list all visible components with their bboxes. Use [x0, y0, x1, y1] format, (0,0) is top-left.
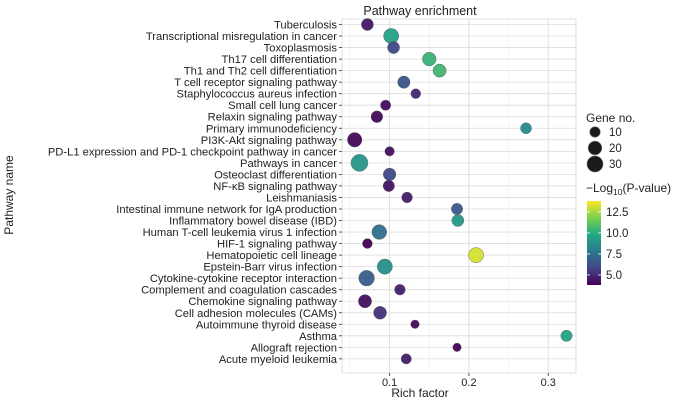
data-point: [380, 99, 391, 111]
size-legend-key: [587, 140, 603, 156]
data-point: [358, 294, 372, 309]
y-tick-label: Autoimmune thyroid disease: [196, 319, 337, 331]
data-point: [347, 132, 363, 148]
x-axis: 0.1 0.2 0.3: [382, 373, 556, 389]
data-point: [432, 63, 447, 78]
color-legend-title: −Log10(P-value): [586, 181, 671, 197]
y-tick-label: Intestinal immune network for IgA produc…: [116, 204, 337, 216]
y-tick-label: Chemokine signaling pathway: [188, 296, 337, 308]
x-axis-label: Rich factor: [391, 386, 448, 400]
data-point: [451, 203, 463, 215]
y-tick-label: PI3K-Akt signaling pathway: [201, 135, 338, 147]
color-bar-label: 10.0: [606, 228, 628, 240]
data-point: [560, 329, 573, 342]
color-bar-label: 7.5: [606, 249, 622, 261]
y-tick-label: Pathways in cancer: [240, 158, 337, 170]
color-bar-label: 5.0: [606, 270, 622, 282]
size-legend-label: 10: [609, 127, 622, 139]
y-tick-label: HIF-1 signaling pathway: [217, 239, 337, 251]
data-point: [452, 342, 462, 352]
color-bar: [587, 201, 601, 285]
y-tick-label: Cytokine-cytokine receptor interaction: [150, 273, 337, 285]
x-tick-label: 0.2: [461, 377, 476, 389]
y-tick-label: Primary immunodeficiency: [206, 123, 338, 135]
y-tick-label: Transcriptional misregulation in cancer: [146, 31, 337, 43]
data-point: [397, 75, 411, 89]
size-legend-key: [589, 126, 601, 138]
data-point: [371, 224, 387, 240]
data-point: [520, 122, 532, 134]
y-tick-label: Th17 cell differentiation: [222, 54, 337, 66]
data-point: [358, 270, 375, 287]
y-tick-label: Small cell lung cancer: [228, 100, 337, 112]
y-tick-label: NF-κB signaling pathway: [213, 181, 337, 193]
data-point: [422, 52, 437, 67]
y-tick-label: Staphylococcus aureus infection: [177, 89, 337, 101]
data-point: [468, 247, 484, 263]
y-tick-label: PD-L1 expression and PD-1 checkpoint pat…: [48, 146, 337, 158]
y-tick-label: Hematopoietic cell lineage: [206, 250, 337, 262]
size-legend-label: 30: [609, 159, 622, 171]
size-legend-key: [586, 155, 604, 173]
y-tick-label: Complement and coagulation cascades: [141, 285, 337, 297]
y-tick-label: Toxoplasmosis: [264, 43, 338, 55]
y-tick-label: Epstein-Barr virus infection: [203, 262, 337, 274]
data-point: [373, 306, 387, 320]
x-tick-label: 0.3: [541, 377, 556, 389]
size-legend: Gene no. 10 20 30: [586, 111, 635, 173]
y-tick-label: Inflammatory bowel disease (IBD): [169, 216, 337, 228]
y-tick-label: Allograft rejection: [251, 342, 337, 354]
x-tick-label: 0.1: [382, 377, 397, 389]
data-point: [410, 88, 421, 99]
size-legend-title: Gene no.: [586, 111, 635, 125]
y-tick-label: Tuberculosis: [274, 20, 337, 32]
data-point: [350, 154, 369, 172]
y-tick-label: Human T-cell leukemia virus 1 infection: [143, 227, 337, 239]
y-tick-label: Leishmaniasis: [266, 192, 337, 204]
data-point: [370, 110, 383, 123]
y-tick-label: T cell receptor signaling pathway: [174, 77, 337, 89]
data-point: [410, 319, 420, 329]
data-point: [383, 167, 397, 181]
plot-panel: [341, 18, 577, 374]
y-tick-label: Relaxin signaling pathway: [208, 112, 338, 124]
data-point: [400, 353, 412, 365]
data-point: [394, 284, 406, 296]
color-legend: −Log10(P-value) 5.0 7.5 10.0 12.5: [586, 181, 671, 285]
data-point: [362, 238, 373, 249]
data-point: [401, 191, 413, 203]
size-legend-label: 20: [609, 143, 622, 155]
data-point: [384, 146, 395, 157]
data-point: [451, 214, 465, 227]
y-tick-label: Asthma: [299, 331, 338, 343]
y-tick-label: Th1 and Th2 cell differentiation: [184, 66, 337, 78]
y-tick-label: Acute myeloid leukemia: [219, 354, 338, 366]
data-point: [383, 28, 399, 44]
data-point: [377, 258, 393, 275]
y-axis-label: Pathway name: [2, 155, 16, 235]
y-tick-label: Osteoclast differentiation: [214, 169, 337, 181]
y-tick-label: Cell adhesion molecules (CAMs): [175, 308, 338, 320]
data-point: [387, 41, 400, 54]
data-point: [361, 18, 374, 31]
color-bar-label: 12.5: [606, 207, 628, 219]
data-point: [382, 180, 395, 192]
chart-title: Pathway enrichment: [363, 4, 477, 18]
plot-area: [341, 18, 577, 374]
